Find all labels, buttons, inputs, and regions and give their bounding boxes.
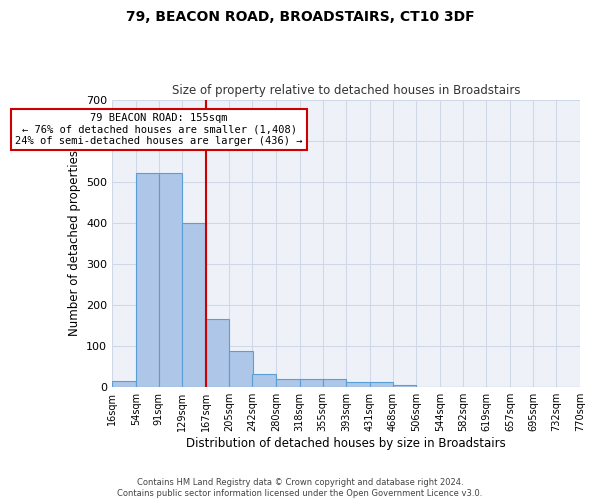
Y-axis label: Number of detached properties: Number of detached properties [68, 150, 80, 336]
Bar [229, 351, 253, 387]
Bar [346, 382, 370, 387]
Text: 79 BEACON ROAD: 155sqm
← 76% of detached houses are smaller (1,408)
24% of semi-: 79 BEACON ROAD: 155sqm ← 76% of detached… [15, 112, 303, 146]
Bar [276, 379, 299, 387]
Bar [323, 379, 346, 387]
Text: Contains HM Land Registry data © Crown copyright and database right 2024.
Contai: Contains HM Land Registry data © Crown c… [118, 478, 482, 498]
Text: 79, BEACON ROAD, BROADSTAIRS, CT10 3DF: 79, BEACON ROAD, BROADSTAIRS, CT10 3DF [125, 10, 475, 24]
X-axis label: Distribution of detached houses by size in Broadstairs: Distribution of detached houses by size … [186, 437, 506, 450]
Bar [159, 172, 182, 387]
Bar [206, 320, 229, 387]
Bar [392, 385, 416, 387]
Title: Size of property relative to detached houses in Broadstairs: Size of property relative to detached ho… [172, 84, 520, 97]
Bar [182, 223, 206, 387]
Bar [370, 382, 393, 387]
Bar [299, 379, 323, 387]
Bar [136, 172, 160, 387]
Bar [112, 381, 136, 387]
Bar [253, 374, 276, 387]
